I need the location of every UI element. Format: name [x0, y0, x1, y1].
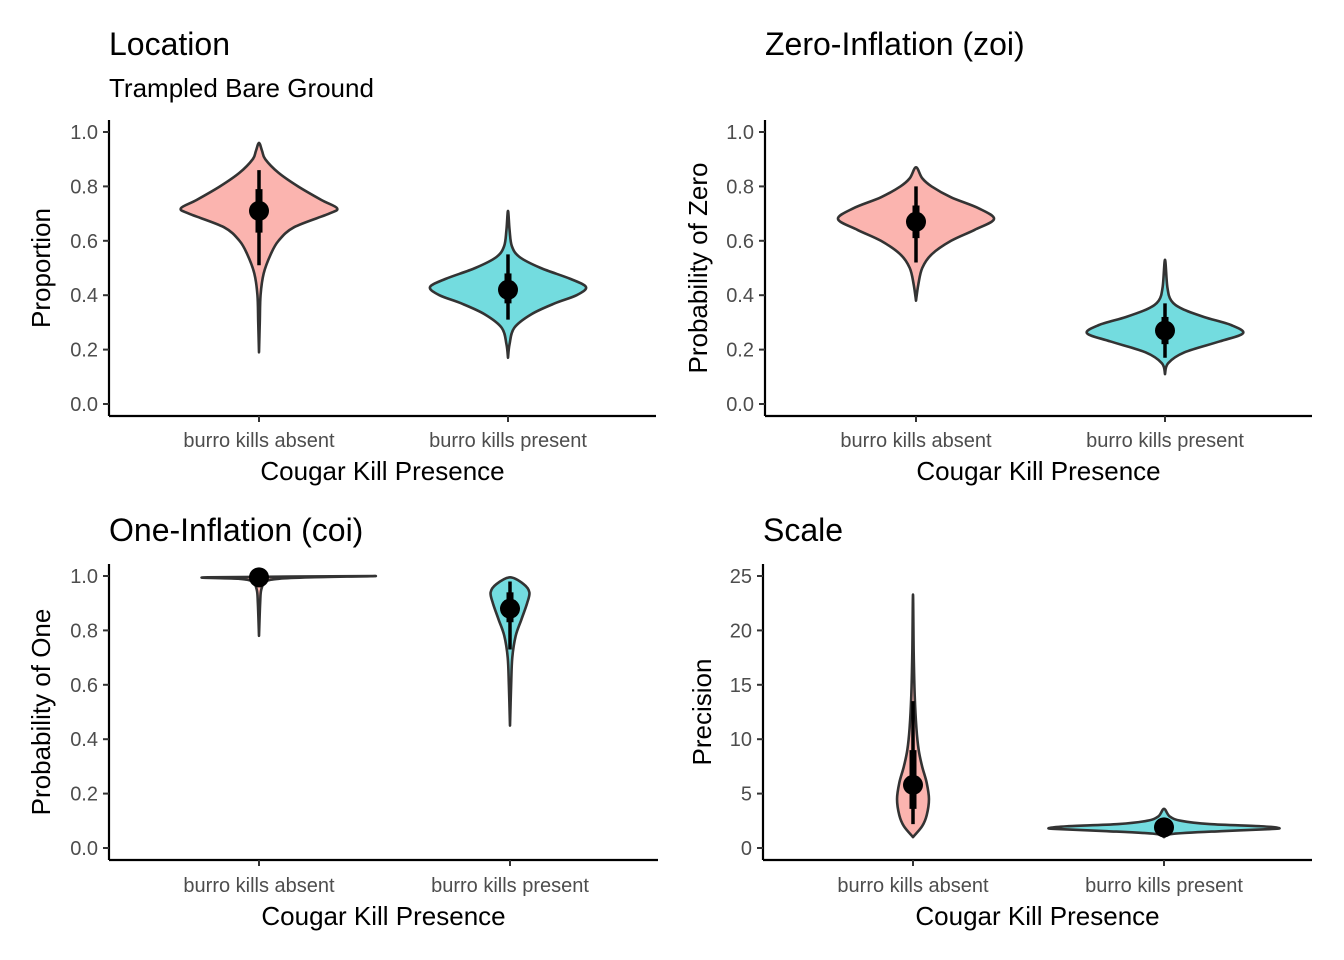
y-tick-label: 1.0	[70, 566, 98, 588]
y-tick-label: 15	[730, 675, 752, 697]
y-tick-label: 0.2	[70, 340, 98, 362]
x-tick-label: burro kills absent	[183, 875, 335, 897]
y-tick-label: 25	[730, 566, 752, 588]
panel-3: One-Inflation (coi) 0.0 0.2 0.4 0.6 0.8 1.0 bur…	[26, 512, 658, 931]
panel-1: Location Trampled Bare Ground 0.0 0.2 0.4 0.6…	[26, 26, 656, 486]
x-tick-label: burro kills present	[431, 875, 589, 897]
median-point	[500, 598, 520, 619]
violin-absent	[200, 574, 378, 638]
y-axis-title: Proportion	[26, 208, 56, 328]
y-tick-label: 0.0	[726, 394, 754, 416]
median-point	[903, 774, 923, 795]
x-axis-title: Cougar Kill Presence	[260, 456, 504, 486]
y-tick-label: 0.6	[726, 231, 754, 253]
x-tick-label: burro kills present	[429, 430, 587, 452]
panel-2: Zero-Inflation (zoi) 0.0 0.2 0.4 0.6 0.8 1.0 bu…	[683, 26, 1312, 486]
median-point	[498, 279, 518, 300]
median-point	[906, 211, 926, 232]
y-tick-label: 0.6	[70, 231, 98, 253]
median-point	[249, 200, 269, 221]
violin-present	[489, 576, 531, 727]
y-tick-label: 0	[741, 838, 752, 860]
median-point	[249, 567, 269, 588]
x-axis-title: Cougar Kill Presence	[261, 901, 505, 931]
median-point	[1154, 817, 1174, 838]
y-tick-label: 0.6	[70, 675, 98, 697]
x-axis-title: Cougar Kill Presence	[916, 456, 1160, 486]
y-axis-title: Probability of Zero	[683, 163, 713, 374]
y-tick-label: 0.4	[70, 729, 98, 751]
y-tick-label: 1.0	[70, 122, 98, 144]
panel-title: One-Inflation (coi)	[109, 512, 363, 548]
y-tick-label: 1.0	[726, 122, 754, 144]
y-tick-label: 20	[730, 620, 752, 642]
y-tick-label: 0.4	[70, 285, 98, 307]
x-axis-title: Cougar Kill Presence	[915, 901, 1159, 931]
x-tick-label: burro kills present	[1085, 875, 1243, 897]
x-tick-label: burro kills absent	[840, 430, 992, 452]
panel-title: Zero-Inflation (zoi)	[765, 26, 1025, 62]
y-tick-label: 0.0	[70, 838, 98, 860]
y-tick-label: 0.4	[726, 285, 754, 307]
panel-4: Scale 0 5 10 15 20 25 burro kills absent burro k…	[687, 512, 1312, 931]
median-point	[1155, 320, 1175, 341]
y-tick-label: 0.8	[726, 176, 754, 198]
x-tick-label: burro kills absent	[183, 430, 335, 452]
y-tick-label: 0.2	[70, 784, 98, 806]
y-axis-title: Precision	[687, 659, 717, 766]
y-tick-label: 0.2	[726, 340, 754, 362]
panel-title: Location	[109, 26, 230, 62]
panel-title: Scale	[763, 512, 843, 548]
panel-subtitle: Trampled Bare Ground	[109, 73, 374, 103]
y-tick-label: 0.8	[70, 620, 98, 642]
y-tick-label: 10	[730, 729, 752, 751]
y-tick-label: 0.0	[70, 394, 98, 416]
y-axis-title: Probability of One	[26, 609, 56, 816]
y-tick-label: 5	[741, 784, 752, 806]
y-tick-label: 0.8	[70, 176, 98, 198]
x-tick-label: burro kills absent	[837, 875, 989, 897]
x-tick-label: burro kills present	[1086, 430, 1244, 452]
